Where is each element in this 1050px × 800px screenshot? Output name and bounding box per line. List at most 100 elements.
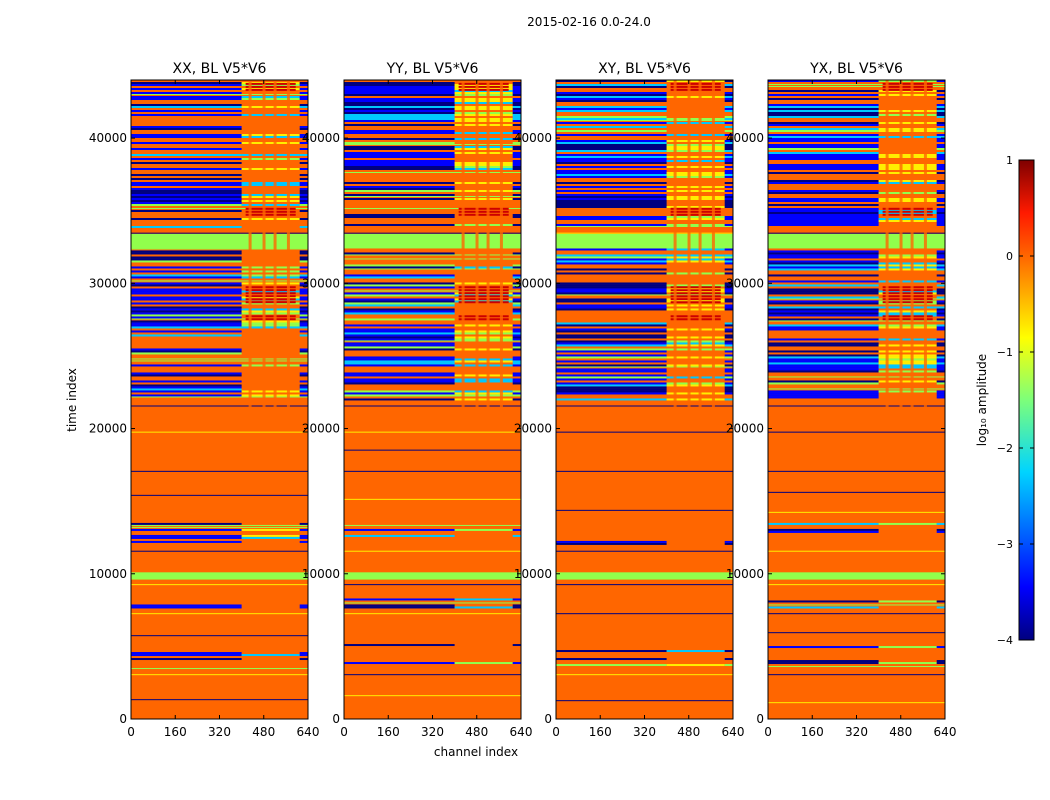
heatmap-row [512,360,521,363]
heatmap-row [936,260,945,263]
heatmap-row [344,152,455,154]
heatmap-row [936,190,945,192]
heatmap-row [556,84,667,86]
heatmap-row [299,284,308,287]
heatmap-row [936,198,945,200]
heatmap-row [131,528,242,531]
heatmap-row [344,340,521,342]
heatmap-image [556,80,733,719]
heatmap-row [131,674,308,676]
heatmap-row [936,266,945,269]
heatmap-row [556,202,667,204]
heatmap-row [241,302,300,305]
heatmap-row [768,182,879,184]
heatmap-row [768,140,879,142]
heatmap-row [936,108,945,110]
heatmap-row [768,210,879,212]
heatmap-row [299,536,308,539]
heatmap-row [768,366,879,369]
heatmap-row [344,292,455,295]
heatmap-row [241,364,300,367]
heatmap-row [344,674,521,676]
heatmap-row [724,106,733,108]
y-tick-label: 0 [756,712,764,726]
heatmap-row [936,354,945,357]
heatmap-row [768,166,879,168]
heatmap-row [556,288,667,291]
heatmap-row [299,654,308,657]
heatmap-row [936,110,945,112]
heatmap-row [245,210,296,213]
heatmap-stripe [687,80,691,422]
heatmap-row [936,380,945,383]
heatmap-row [724,542,733,545]
heatmap-row [299,84,308,86]
heatmap-row [556,134,667,136]
heatmap-row [724,94,733,96]
heatmap-row [454,124,513,126]
heatmap-row [768,94,879,96]
heatmap-row [936,606,945,609]
heatmap-row [724,96,733,98]
heatmap-row [454,138,513,140]
heatmap-row [131,196,242,198]
heatmap-row [454,182,513,184]
heatmap-row [724,258,733,261]
heatmap-row [936,600,945,603]
heatmap-row [936,292,945,295]
heatmap-row [512,528,521,531]
heatmap-row [556,398,667,401]
heatmap-row [878,302,937,305]
heatmap-row [878,256,937,259]
heatmap-row [299,522,308,525]
heatmap-row [878,172,937,174]
heatmap-row [512,302,521,305]
heatmap-row [454,266,513,269]
heatmap-row [131,104,242,106]
heatmap-row [299,196,308,198]
heatmap-row [344,304,455,307]
heatmap-row [768,218,879,220]
heatmap-row [878,380,937,383]
heatmap-row [556,613,733,615]
heatmap-row [344,405,521,407]
heatmap-row [724,146,733,148]
heatmap-row [299,128,308,130]
heatmap-row [344,374,455,377]
heatmap-row [131,298,242,301]
heatmap-row [454,374,513,377]
heatmap-row [768,530,879,533]
heatmap-row [454,162,513,164]
heatmap-row [131,536,242,539]
heatmap-row [131,284,242,287]
heatmap-row [724,100,733,102]
heatmap-row [878,326,937,329]
heatmap-row [131,232,308,234]
heatmap-row [344,390,455,393]
heatmap-row [299,134,308,136]
heatmap-row [670,292,721,295]
heatmap-row [512,380,521,383]
heatmap-row [512,190,521,192]
heatmap-row [556,98,667,100]
heatmap-row [344,550,521,552]
heatmap-row [556,542,667,545]
heatmap-row [556,650,667,653]
heatmap-row [768,674,945,676]
heatmap-row [344,382,455,385]
heatmap-row [936,98,945,100]
heatmap-row [556,120,733,121]
heatmap-row [299,384,308,387]
heatmap-row [936,200,945,202]
heatmap-row [241,322,300,325]
heatmap-row [670,207,721,210]
heatmap-row [241,182,300,184]
heatmap-row [936,146,945,148]
heatmap-row [344,268,521,270]
heatmap-row [556,376,667,379]
heatmap-row [768,632,945,634]
heatmap-row [724,162,733,164]
heatmap-row [724,378,733,381]
heatmap-row [556,384,667,387]
heatmap-row [454,198,513,200]
